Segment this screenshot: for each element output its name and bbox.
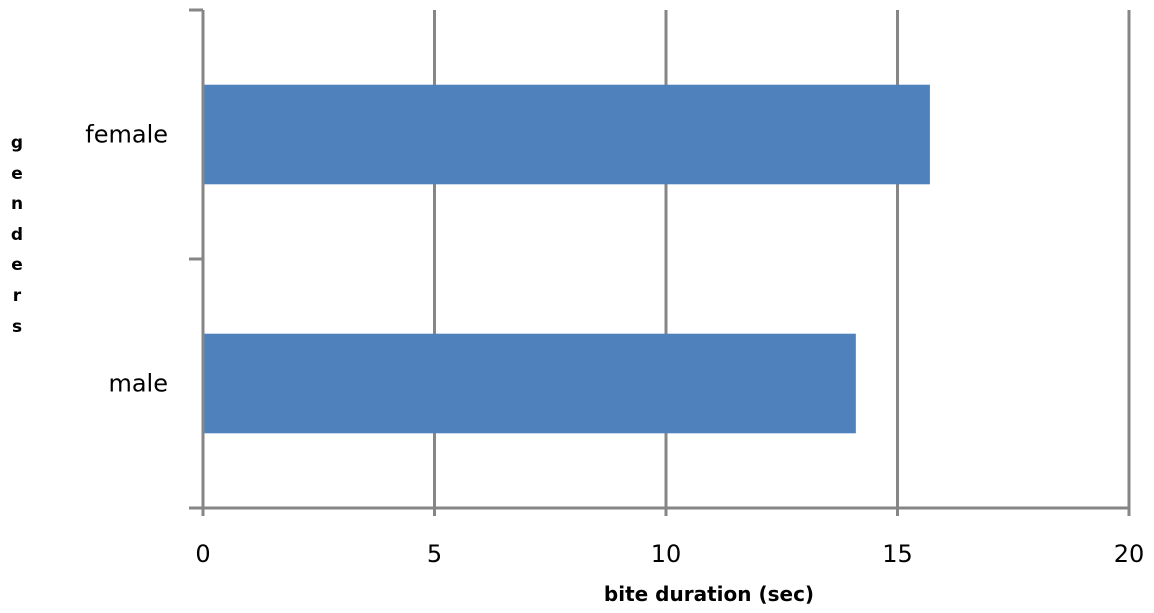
- y-axis-label-letter: e: [11, 163, 23, 184]
- category-label: male: [108, 370, 168, 398]
- category-label: female: [85, 121, 168, 149]
- y-axis-label-letter: n: [10, 194, 24, 215]
- y-axis-label-letter: e: [11, 255, 23, 276]
- y-axis-label-letter: s: [11, 316, 23, 337]
- x-axis-label: bite duration (sec): [604, 582, 814, 606]
- bars: [204, 84, 930, 434]
- x-tick-label: 20: [1114, 540, 1145, 568]
- x-tick-label: 10: [651, 540, 682, 568]
- x-tick-label: 0: [195, 540, 210, 568]
- y-axis-label-letter: g: [10, 133, 24, 153]
- y-axis-label-letter: d: [10, 224, 24, 245]
- x-tick-label: 15: [882, 540, 913, 568]
- bar-male: [204, 333, 856, 434]
- bar-female: [204, 84, 930, 185]
- x-tick-label: 5: [427, 540, 442, 568]
- y-axis-label-letter: r: [12, 285, 22, 306]
- axes: [189, 8, 1131, 516]
- tick-labels: 0 5 10 15 20 female male: [85, 121, 1144, 569]
